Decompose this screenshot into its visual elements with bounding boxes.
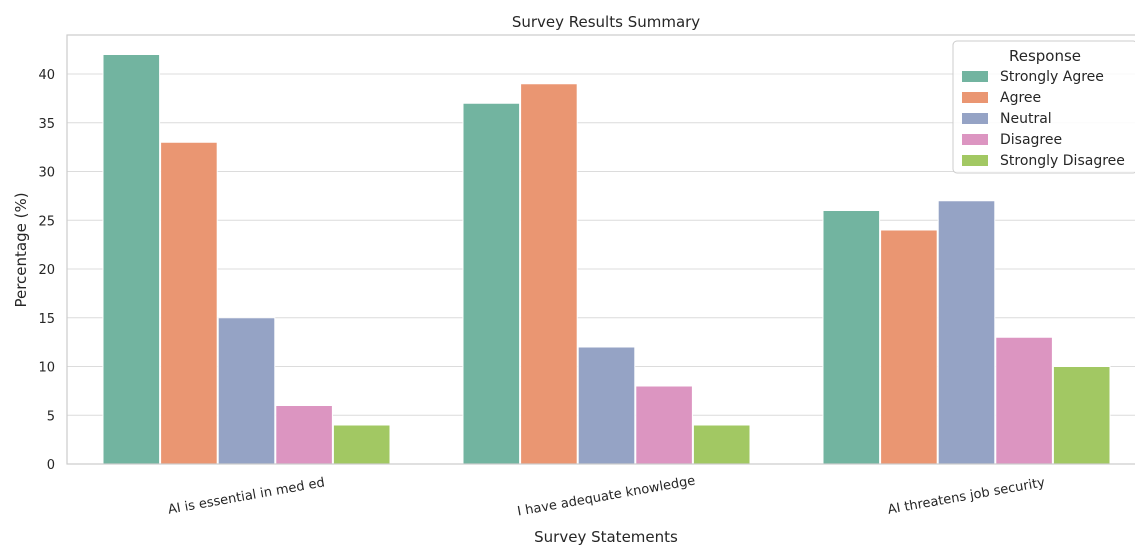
y-tick-label: 40 (38, 68, 55, 83)
bar-strongly-agree (462, 102, 521, 465)
chart-title: Survey Results Summary (512, 13, 700, 31)
legend-title: Response (1009, 47, 1081, 65)
bar-neutral (937, 200, 996, 465)
bar-strongly-agree (102, 54, 161, 465)
bar-agree (160, 141, 218, 465)
x-tick-label: AI is essential in med ed (167, 475, 326, 517)
bar-strongly-disagree (1052, 366, 1111, 465)
y-axis-label: Percentage (%) (12, 192, 30, 307)
bar-strongly-disagree (332, 424, 391, 465)
legend-swatch (962, 113, 988, 124)
legend-swatch (962, 155, 988, 166)
x-tick-labels: AI is essential in med ed I have adequate… (167, 474, 1047, 520)
legend-label: Agree (1000, 90, 1041, 106)
y-tick-label: 35 (38, 117, 55, 132)
legend-label: Disagree (1000, 132, 1062, 148)
bar-disagree (635, 385, 693, 465)
legend-label: Strongly Disagree (1000, 153, 1125, 169)
legend: Response Strongly Agree Agree Neutral Disag… (952, 40, 1135, 174)
y-tick-label: 30 (38, 166, 55, 181)
y-tick-label: 20 (38, 263, 55, 278)
bar-neutral (577, 346, 636, 465)
y-tick-label: 25 (38, 214, 55, 229)
y-tick-labels: 0 5 10 15 20 25 30 35 40 (38, 68, 55, 473)
bar-strongly-agree (822, 210, 881, 465)
legend-label: Strongly Agree (1000, 69, 1104, 85)
y-tick-label: 15 (38, 312, 55, 327)
y-tick-label: 0 (47, 458, 55, 473)
legend-swatch (962, 134, 988, 145)
bar-disagree (275, 405, 333, 465)
legend-box (952, 40, 1135, 174)
bar-strongly-disagree (692, 424, 751, 465)
legend-label: Neutral (1000, 111, 1052, 127)
x-tick-label: AI threatens job security (887, 475, 1047, 517)
bar-agree (880, 229, 938, 465)
bar-agree (520, 83, 578, 465)
x-tick-label: I have adequate knowledge (516, 474, 696, 520)
plot-frame (66, 34, 1135, 465)
y-tick-label: 10 (38, 361, 55, 376)
legend-swatch (962, 92, 988, 103)
bar-neutral (217, 317, 276, 465)
legend-swatch (962, 71, 988, 82)
x-axis-label: Survey Statements (534, 528, 678, 545)
bar-disagree (995, 336, 1053, 465)
bars (102, 54, 1111, 465)
y-tick-label: 5 (47, 409, 55, 424)
